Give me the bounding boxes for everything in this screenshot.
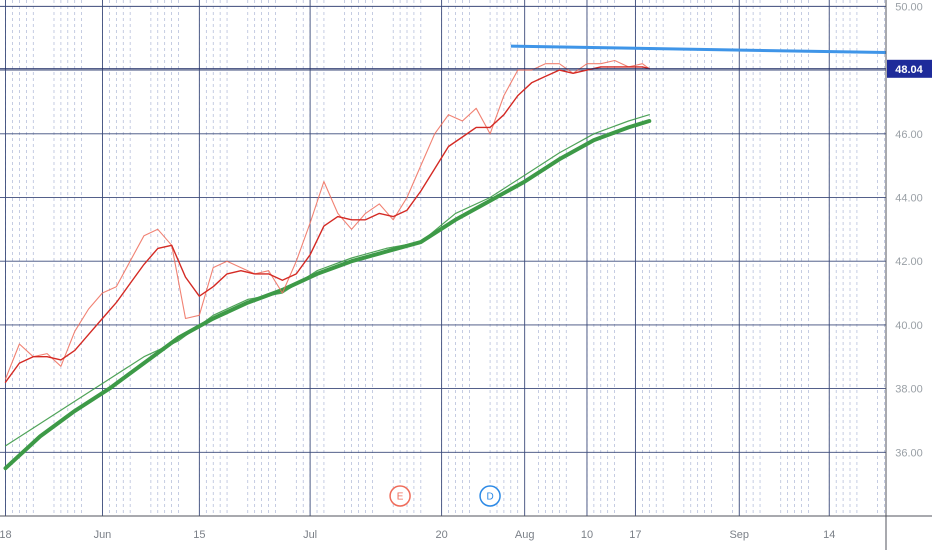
series-layer xyxy=(0,44,887,471)
last-price-label-box xyxy=(887,59,932,78)
moving-average-thick-line xyxy=(3,119,652,471)
x-tick-label: 18 xyxy=(0,529,12,541)
last-price-label: 48.04 xyxy=(895,64,923,76)
y-tick-label: 36.00 xyxy=(895,447,923,459)
x-tick-label: 14 xyxy=(823,529,835,541)
fast-average-line xyxy=(4,66,650,383)
trend-line xyxy=(510,44,887,55)
x-tick-label: Jun xyxy=(94,529,112,541)
x-tick-label: Sep xyxy=(729,529,749,541)
y-tick-label: 40.00 xyxy=(895,320,923,332)
price-line xyxy=(4,59,650,380)
y-tick-label: 50.00 xyxy=(895,1,923,13)
y-tick-label: 38.00 xyxy=(895,384,923,396)
x-tick-label: 17 xyxy=(629,529,641,541)
y-tick-label: 42.00 xyxy=(895,256,923,268)
moving-average-thin-line xyxy=(4,114,650,447)
x-tick-label: 20 xyxy=(435,529,447,541)
y-tick-label: 44.00 xyxy=(895,192,923,204)
event-marker-circle xyxy=(479,485,501,507)
x-tick-label: Jul xyxy=(303,529,317,541)
x-tick-label: 10 xyxy=(581,529,593,541)
grid xyxy=(0,0,886,516)
y-tick-label: 46.00 xyxy=(895,129,923,141)
event-marker-circle xyxy=(389,485,411,507)
event-marker-label: D xyxy=(486,492,493,503)
x-tick-label: 15 xyxy=(193,529,205,541)
x-tick-label: Aug xyxy=(515,529,535,541)
event-marker-label: E xyxy=(397,492,404,503)
